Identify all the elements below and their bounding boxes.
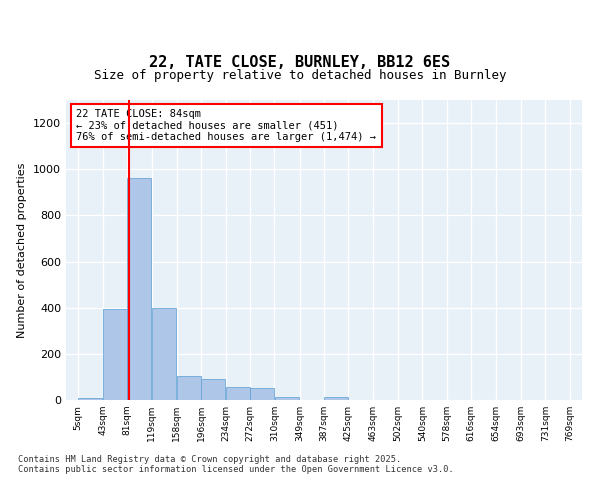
Y-axis label: Number of detached properties: Number of detached properties xyxy=(17,162,28,338)
Text: Contains public sector information licensed under the Open Government Licence v3: Contains public sector information licen… xyxy=(18,466,454,474)
Bar xyxy=(103,309,127,400)
Text: Contains HM Land Registry data © Crown copyright and database right 2025.: Contains HM Land Registry data © Crown c… xyxy=(18,456,401,464)
Bar xyxy=(324,396,348,400)
Bar xyxy=(177,376,201,400)
Text: Size of property relative to detached houses in Burnley: Size of property relative to detached ho… xyxy=(94,68,506,82)
Bar xyxy=(152,308,176,400)
Bar xyxy=(127,178,151,400)
Bar xyxy=(202,379,226,400)
Bar xyxy=(275,396,299,400)
Bar xyxy=(226,388,250,400)
Bar xyxy=(250,388,274,400)
Text: 22 TATE CLOSE: 84sqm
← 23% of detached houses are smaller (451)
76% of semi-deta: 22 TATE CLOSE: 84sqm ← 23% of detached h… xyxy=(76,109,376,142)
Bar xyxy=(79,398,103,400)
Text: 22, TATE CLOSE, BURNLEY, BB12 6ES: 22, TATE CLOSE, BURNLEY, BB12 6ES xyxy=(149,55,451,70)
